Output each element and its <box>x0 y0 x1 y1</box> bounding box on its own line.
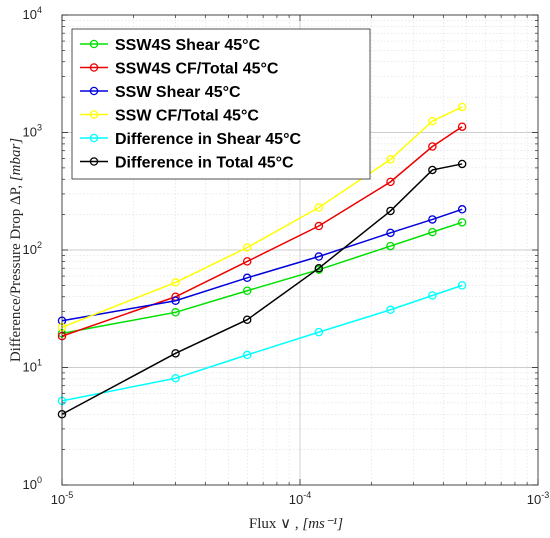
data-point <box>386 228 395 238</box>
data-point <box>386 155 395 164</box>
data-point <box>314 252 324 261</box>
y-tick-label: 100 <box>23 475 42 492</box>
series-line <box>61 106 463 328</box>
data-point <box>171 374 180 383</box>
y-axis-label: Difference/Pressure Drop ΔP, [mbar] <box>8 138 24 363</box>
data-point <box>242 273 252 283</box>
y-tick-label: 103 <box>23 123 42 140</box>
legend-entry: SSW Shear 45°C <box>80 84 241 101</box>
series-4 <box>57 102 467 332</box>
data-point <box>314 263 324 273</box>
data-point <box>314 327 324 337</box>
ticks: 10-5 10-4 10-3 100 101 102 103 104 <box>23 5 550 507</box>
legend-marker <box>89 39 99 49</box>
data-point <box>457 122 467 131</box>
legend-entry: SSW4S CF/Total 45°C <box>80 61 279 78</box>
data-point <box>386 177 395 187</box>
legend-entry: Difference in Shear 45°C <box>80 131 301 148</box>
data-point <box>314 203 324 212</box>
data-point <box>171 278 180 287</box>
data-point <box>457 218 467 227</box>
legend-label: SSW CF/Total 45°C <box>115 108 259 125</box>
series-5 <box>57 281 467 406</box>
legend-marker <box>89 63 99 72</box>
series-line <box>61 284 463 402</box>
legend-marker <box>89 86 99 96</box>
legend-label: Difference in Shear 45°C <box>115 131 301 148</box>
series-6 <box>57 159 467 419</box>
data-point <box>428 142 437 151</box>
legend-marker <box>89 110 99 119</box>
x-tick-label: 10-3 <box>527 490 549 507</box>
legend-entry: SSW4S Shear 45°C <box>80 37 261 54</box>
data-point <box>428 227 437 237</box>
data-point <box>242 243 252 252</box>
legend-entry: SSW CF/Total 45°C <box>80 108 259 125</box>
data-point <box>428 291 437 300</box>
legend-marker <box>89 157 99 166</box>
data-point <box>457 281 467 290</box>
legend-entry: Difference in Total 45°C <box>80 155 294 172</box>
data-point <box>242 350 252 360</box>
y-tick-label: 104 <box>23 5 42 22</box>
series-line <box>61 221 463 335</box>
legend-label: SSW4S CF/Total 45°C <box>115 61 279 78</box>
data-point <box>242 286 252 295</box>
data-point <box>386 206 395 216</box>
y-tick-label: 102 <box>23 240 42 257</box>
data-point <box>386 241 395 251</box>
y-tick-label: 101 <box>23 358 42 375</box>
x-tick-label: 10-5 <box>51 490 73 507</box>
series-group <box>57 102 467 419</box>
data-point <box>457 159 467 169</box>
data-point <box>171 349 180 358</box>
data-point <box>171 296 180 305</box>
data-point <box>242 257 252 266</box>
data-point <box>171 308 180 317</box>
legend-label: Difference in Total 45°C <box>115 155 294 172</box>
legend-label: SSW4S Shear 45°C <box>115 37 261 54</box>
data-point <box>428 116 437 126</box>
data-point <box>457 102 467 112</box>
legend-marker <box>89 133 99 143</box>
data-point <box>428 215 437 224</box>
legend: SSW4S Shear 45°C SSW4S CF/Total 45°C SSW S… <box>71 28 371 180</box>
x-axis-label: Flux ∨ , [ms⁻¹] <box>249 516 343 532</box>
data-point <box>428 165 437 175</box>
data-point <box>386 305 395 315</box>
series-line <box>61 208 463 322</box>
legend-box <box>71 28 371 180</box>
x-tick-label: 10-4 <box>289 490 311 507</box>
legend-label: SSW Shear 45°C <box>115 84 241 101</box>
data-point <box>314 221 324 231</box>
data-point <box>242 315 252 324</box>
series-line <box>61 163 463 415</box>
data-point <box>457 205 467 214</box>
series-3 <box>57 205 467 325</box>
